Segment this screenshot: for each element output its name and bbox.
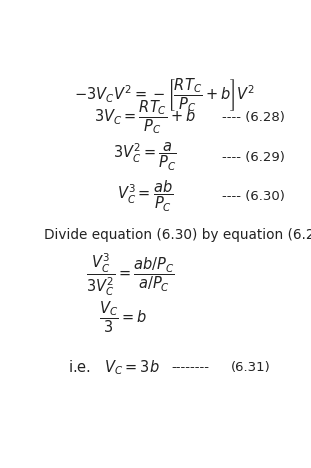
Text: Divide equation (6.30) by equation (6.29): Divide equation (6.30) by equation (6.29… — [44, 227, 311, 241]
Text: i.e.   $V_C = 3b$: i.e. $V_C = 3b$ — [68, 358, 160, 377]
Text: --------: -------- — [172, 361, 210, 374]
Text: ---- (6.29): ---- (6.29) — [222, 151, 285, 163]
Text: ---- (6.28): ---- (6.28) — [222, 111, 285, 124]
Text: $\dfrac{V_C^3}{3V_C^2} = \dfrac{ab/P_C}{a/P_C}$: $\dfrac{V_C^3}{3V_C^2} = \dfrac{ab/P_C}{… — [86, 251, 175, 298]
Text: $\dfrac{V_C}{3} = b$: $\dfrac{V_C}{3} = b$ — [99, 300, 147, 335]
Text: $3V_C = \dfrac{RT_C}{P_C}+b$: $3V_C = \dfrac{RT_C}{P_C}+b$ — [94, 98, 196, 136]
Text: ---- (6.30): ---- (6.30) — [222, 190, 285, 203]
Text: $-3V_CV^2 = -\left[\dfrac{RT_C}{P_C}+b\right]V^2$: $-3V_CV^2 = -\left[\dfrac{RT_C}{P_C}+b\r… — [74, 76, 255, 114]
Text: $3V_C^2 = \dfrac{a}{P_C}$: $3V_C^2 = \dfrac{a}{P_C}$ — [113, 141, 177, 173]
Text: $V_C^3 = \dfrac{ab}{P_C}$: $V_C^3 = \dfrac{ab}{P_C}$ — [117, 179, 173, 214]
Text: (6.31): (6.31) — [231, 361, 271, 374]
